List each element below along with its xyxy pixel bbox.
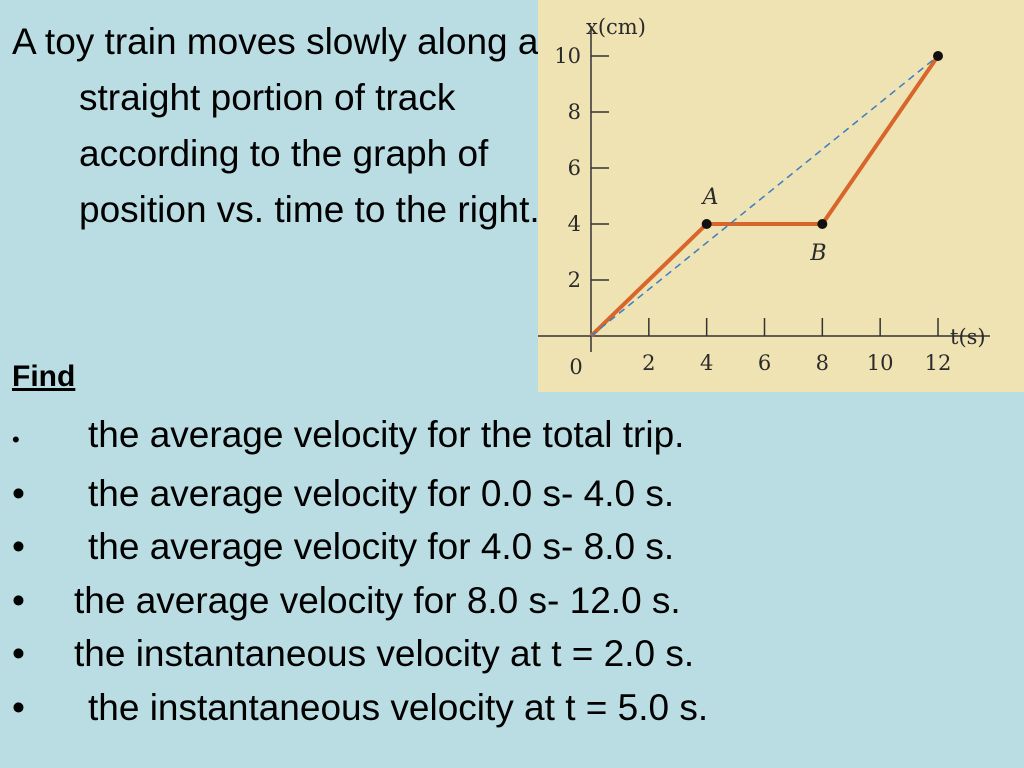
average-velocity-line bbox=[590, 55, 939, 337]
question-text: the average velocity for 8.0 s- 12.0 s. bbox=[74, 579, 681, 621]
y-tick-label: 8 bbox=[568, 100, 581, 124]
x-tick-label: 4 bbox=[700, 351, 713, 375]
bullet-marker: • bbox=[12, 427, 20, 452]
x-axis-label: t(s) bbox=[950, 325, 986, 349]
question-text: the instantaneous velocity at t = 2.0 s. bbox=[74, 633, 695, 674]
x-tick-label: 6 bbox=[758, 351, 771, 375]
question-item: • the average velocity for 0.0 s- 4.0 s. bbox=[12, 467, 708, 521]
y-tick-label: 10 bbox=[554, 44, 581, 68]
x-tick-label: 2 bbox=[642, 351, 655, 375]
point-label-b: B bbox=[809, 241, 826, 266]
y-axis-label: x(cm) bbox=[586, 15, 646, 39]
question-text: the average velocity for the total trip. bbox=[88, 414, 685, 455]
bullet-marker: • bbox=[12, 633, 25, 674]
x-tick-label: 8 bbox=[816, 351, 829, 375]
find-heading: Find bbox=[12, 360, 76, 393]
question-item: • the average velocity for 8.0 s- 12.0 s. bbox=[12, 574, 708, 628]
question-item: • the average velocity for 4.0 s- 8.0 s. bbox=[12, 520, 708, 574]
x-tick-label: 12 bbox=[925, 351, 952, 375]
point-label-a: A bbox=[701, 185, 719, 210]
y-tick-label: 2 bbox=[568, 268, 581, 292]
x-tick-label: 10 bbox=[867, 351, 894, 375]
question-item: • the instantaneous velocity at t = 2.0 s… bbox=[12, 627, 708, 681]
bullet-marker: • bbox=[12, 686, 25, 728]
bullet-marker: • bbox=[12, 579, 25, 621]
bullet-marker: • bbox=[12, 526, 25, 567]
chart-svg: 2 4 6 8 10 12 2 4 6 8 10 0 x(cm) t(s) A B bbox=[538, 15, 990, 379]
bullet-marker: • bbox=[12, 472, 25, 514]
y-tick-label: 4 bbox=[568, 212, 581, 236]
question-text: the average velocity for 4.0 s- 8.0 s. bbox=[88, 526, 675, 567]
position-time-chart: 2 4 6 8 10 12 2 4 6 8 10 0 x(cm) t(s) A B bbox=[538, 0, 1024, 392]
problem-statement: A toy train moves slowly along a straigh… bbox=[12, 21, 540, 230]
question-item: • the instantaneous velocity at t = 5.0 s… bbox=[12, 681, 708, 735]
data-point bbox=[817, 219, 828, 229]
data-point bbox=[933, 51, 943, 61]
question-list: • the average velocity for the total trip… bbox=[12, 408, 708, 734]
question-text: the instantaneous velocity at t = 5.0 s. bbox=[88, 686, 709, 728]
y-tick-label: 6 bbox=[568, 156, 581, 180]
question-text: the average velocity for 0.0 s- 4.0 s. bbox=[88, 472, 675, 514]
origin-label: 0 bbox=[569, 355, 582, 379]
position-curve bbox=[589, 54, 940, 338]
question-item: • the average velocity for the total trip… bbox=[12, 408, 708, 467]
data-point bbox=[701, 219, 712, 229]
